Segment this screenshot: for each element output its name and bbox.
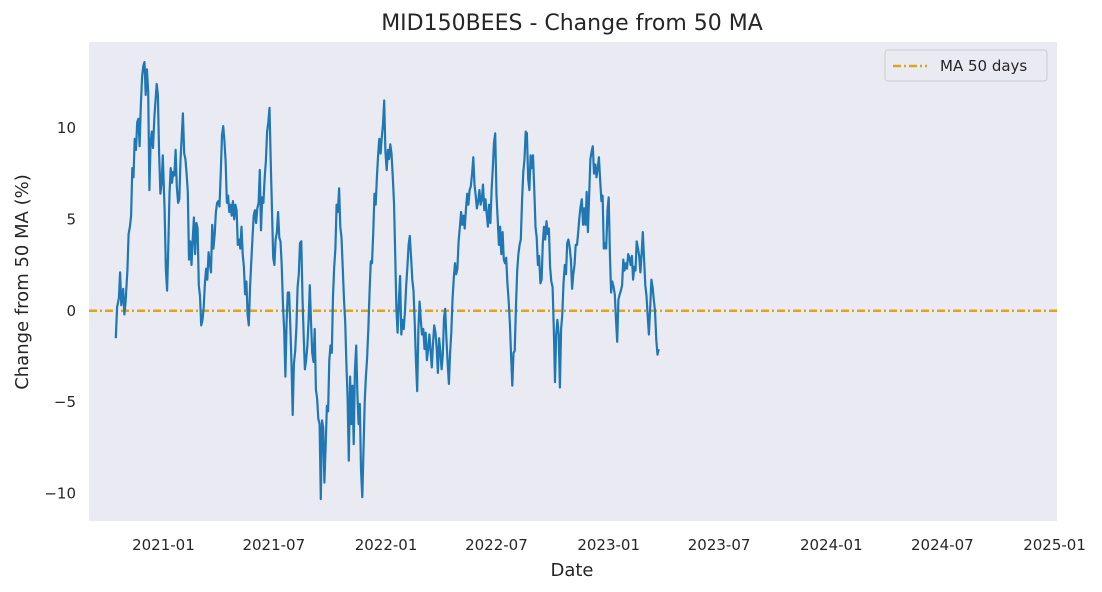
y-axis-label: Change from 50 MA (%) [12, 174, 33, 390]
legend-box [884, 49, 1048, 82]
y-tick-label: −5 [54, 393, 76, 411]
x-tick-label: 2025-01 [1023, 536, 1086, 554]
y-tick-label: 5 [66, 210, 76, 228]
y-tick-labels: −10 −5 0 5 10 [44, 119, 76, 503]
series-line-0 [114, 61, 660, 501]
x-tick-label: 2023-07 [688, 536, 751, 554]
x-tick-label: 2022-01 [355, 536, 418, 554]
x-tick-labels: 2021-01 2021-07 2022-01 2022-07 2023-01 2023-… [132, 536, 1086, 554]
x-tick-label: 2022-07 [465, 536, 528, 554]
series-layer [114, 61, 660, 501]
x-tick-label: 2021-07 [242, 536, 305, 554]
legend: MA 50 days [884, 49, 1048, 82]
x-tick-label: 2024-01 [800, 536, 863, 554]
legend-label-ma-50: MA 50 days [940, 57, 1027, 75]
x-tick-label: 2024-07 [911, 536, 974, 554]
x-axis-label: Date [550, 560, 593, 581]
chart-title: MID150BEES - Change from 50 MA [381, 11, 763, 36]
y-tick-label: 0 [66, 302, 76, 320]
y-tick-label: −10 [44, 485, 76, 503]
y-tick-label: 10 [57, 119, 76, 137]
x-tick-label: 2023-01 [577, 536, 640, 554]
x-tick-label: 2021-01 [132, 536, 195, 554]
